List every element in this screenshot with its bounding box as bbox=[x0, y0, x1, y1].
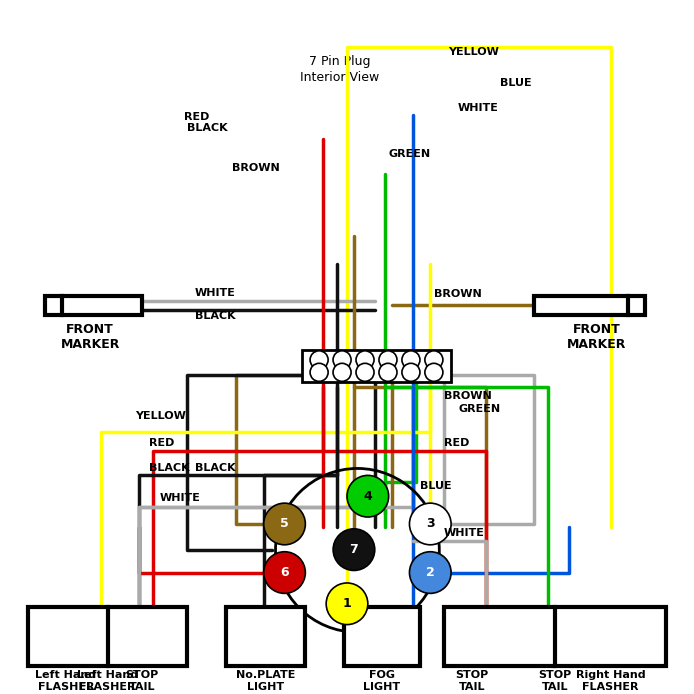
Text: 5: 5 bbox=[280, 518, 289, 530]
Text: Left Hand: Left Hand bbox=[35, 670, 96, 680]
Circle shape bbox=[326, 583, 368, 625]
Text: WHITE: WHITE bbox=[444, 528, 485, 538]
Circle shape bbox=[379, 351, 397, 369]
Text: STOP: STOP bbox=[455, 670, 489, 680]
Text: Right Hand: Right Hand bbox=[576, 670, 645, 680]
Text: BLUE: BLUE bbox=[420, 481, 452, 491]
Text: FRONT: FRONT bbox=[67, 323, 114, 336]
Circle shape bbox=[310, 364, 328, 382]
Circle shape bbox=[333, 364, 351, 382]
Text: 2: 2 bbox=[426, 566, 434, 579]
Circle shape bbox=[356, 364, 374, 382]
Circle shape bbox=[333, 529, 375, 570]
Text: Interior View: Interior View bbox=[301, 71, 380, 84]
Text: BROWN: BROWN bbox=[444, 391, 492, 400]
Bar bbox=[344, 607, 420, 666]
Text: GREEN: GREEN bbox=[389, 149, 431, 159]
Text: BLACK: BLACK bbox=[149, 463, 190, 473]
Circle shape bbox=[264, 552, 305, 593]
Text: LIGHT: LIGHT bbox=[247, 682, 284, 692]
Bar bbox=[226, 607, 305, 666]
Text: Left Hand: Left Hand bbox=[77, 670, 138, 680]
Text: WHITE: WHITE bbox=[458, 103, 499, 112]
Text: No.PLATE: No.PLATE bbox=[236, 670, 295, 680]
Text: MARKER: MARKER bbox=[60, 339, 120, 351]
Text: RED: RED bbox=[444, 438, 470, 448]
Text: STOP: STOP bbox=[126, 670, 159, 680]
Circle shape bbox=[333, 351, 351, 369]
Text: FLASHER: FLASHER bbox=[582, 682, 639, 692]
Circle shape bbox=[310, 351, 328, 369]
Text: BLACK: BLACK bbox=[195, 312, 235, 321]
Circle shape bbox=[425, 351, 443, 369]
Circle shape bbox=[379, 364, 397, 382]
Text: BROWN: BROWN bbox=[232, 163, 280, 173]
Text: FLASHER: FLASHER bbox=[37, 682, 94, 692]
Text: RED: RED bbox=[149, 438, 175, 448]
Bar bbox=[28, 607, 187, 666]
Text: 3: 3 bbox=[426, 518, 434, 530]
Text: 7 Pin Plug: 7 Pin Plug bbox=[310, 55, 371, 67]
Text: TAIL: TAIL bbox=[459, 682, 485, 692]
Circle shape bbox=[347, 475, 389, 517]
Text: 6: 6 bbox=[280, 566, 289, 579]
Text: 1: 1 bbox=[343, 598, 351, 610]
Text: 4: 4 bbox=[364, 490, 372, 502]
Text: WHITE: WHITE bbox=[160, 493, 201, 503]
Circle shape bbox=[402, 364, 420, 382]
Bar bbox=[302, 350, 451, 382]
Text: BLACK: BLACK bbox=[187, 124, 228, 133]
Text: TAIL: TAIL bbox=[542, 682, 568, 692]
Text: BLACK: BLACK bbox=[195, 463, 235, 473]
Text: TAIL: TAIL bbox=[129, 682, 155, 692]
Text: WHITE: WHITE bbox=[195, 288, 235, 298]
Text: FLASHER: FLASHER bbox=[79, 682, 136, 692]
Circle shape bbox=[425, 364, 443, 382]
Circle shape bbox=[402, 351, 420, 369]
Text: RED: RED bbox=[184, 112, 210, 121]
Text: MARKER: MARKER bbox=[567, 339, 627, 351]
Text: YELLOW: YELLOW bbox=[448, 47, 498, 57]
Text: GREEN: GREEN bbox=[458, 405, 500, 414]
Text: BROWN: BROWN bbox=[434, 289, 482, 299]
Text: BLUE: BLUE bbox=[500, 78, 532, 88]
Text: FOG: FOG bbox=[369, 670, 395, 680]
Bar bbox=[444, 607, 666, 666]
Text: FRONT: FRONT bbox=[573, 323, 620, 336]
Bar bbox=[534, 296, 645, 315]
Circle shape bbox=[409, 552, 451, 593]
Circle shape bbox=[356, 351, 374, 369]
Text: LIGHT: LIGHT bbox=[363, 682, 400, 692]
Circle shape bbox=[264, 503, 305, 545]
Text: YELLOW: YELLOW bbox=[135, 412, 186, 421]
Circle shape bbox=[409, 503, 451, 545]
Bar bbox=[45, 296, 142, 315]
Text: STOP: STOP bbox=[539, 670, 572, 680]
Text: 7: 7 bbox=[350, 543, 358, 556]
